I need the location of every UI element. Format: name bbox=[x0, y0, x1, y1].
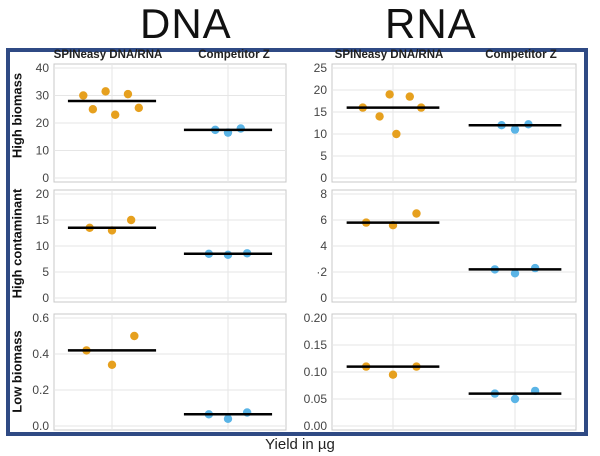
panel-1-y-tick-label: 0 bbox=[320, 171, 327, 185]
panel-3-series-1-point bbox=[510, 269, 520, 278]
panel-5-y-tick-label: 0.20 bbox=[304, 311, 328, 325]
panel-4-y-tick-label: 0.4 bbox=[32, 347, 49, 361]
panel-1-series-0-point bbox=[385, 90, 394, 99]
panel-3-y-tick-label: ·2 bbox=[316, 265, 327, 279]
panel-1-series-0-point bbox=[392, 129, 401, 139]
panel-0-series-0-point bbox=[123, 89, 133, 99]
panel-4-y-tick-label: 0.2 bbox=[32, 383, 49, 397]
panel-5-series-1-point bbox=[510, 394, 520, 404]
panel-5-y-tick-label: 0.00 bbox=[304, 419, 328, 433]
panel-1-y-tick-label: 25 bbox=[314, 61, 328, 75]
rna-column-title: RNA bbox=[385, 0, 477, 47]
panel-0-category-label: SPINeasy DNA/RNA bbox=[54, 49, 163, 61]
panel-0-series-0-point bbox=[134, 103, 143, 113]
panel-1-y-tick-label: 10 bbox=[314, 127, 328, 141]
panel-0-y-tick-label: 10 bbox=[36, 144, 50, 158]
panel-2-y-tick-label: 5 bbox=[42, 265, 49, 279]
panel-2-y-tick-label: 0 bbox=[42, 291, 49, 305]
panel-2-y-tick-label: 15 bbox=[36, 213, 50, 227]
dna-column-title: DNA bbox=[140, 0, 232, 47]
panel-0-y-tick-label: 0 bbox=[42, 171, 49, 185]
panel-3-y-tick-label: 4 bbox=[320, 239, 327, 253]
panel-2-y-tick-label: 10 bbox=[36, 239, 50, 253]
panel-0-series-0-point bbox=[101, 87, 110, 96]
panel-1-y-tick-label: 15 bbox=[314, 105, 328, 119]
panel-3-series-0-point bbox=[412, 209, 421, 218]
panel-5-series-0-point bbox=[388, 370, 398, 379]
panel-4-y-tick-label: 0.6 bbox=[32, 311, 49, 325]
panel-0-y-tick-label: 30 bbox=[36, 89, 50, 103]
panel-1-plot-area bbox=[331, 63, 577, 183]
panel-3-y-tick-label: 6 bbox=[320, 213, 327, 227]
panel-3-series-1-point bbox=[530, 263, 540, 273]
panel-2-series-0-point bbox=[126, 215, 136, 225]
panel-0-category-label: Competitor Z bbox=[198, 49, 270, 61]
panel-5-y-tick-label: 0.15 bbox=[304, 338, 328, 352]
panel-0-series-1-point bbox=[236, 124, 245, 133]
panel-4-y-tick-label: 0.0 bbox=[32, 419, 49, 433]
panel-1-series-0-point bbox=[405, 92, 414, 101]
panel-4-series-0-point bbox=[107, 360, 117, 369]
panel-1-series-0-point bbox=[375, 112, 384, 121]
panel-0-y-tick-label: 40 bbox=[36, 61, 50, 75]
panel-0-series-0-point bbox=[110, 110, 120, 119]
panel-1-series-1-point bbox=[510, 125, 520, 134]
panel-4-series-0-point bbox=[130, 331, 139, 341]
panel-3-y-tick-label: 0 bbox=[320, 291, 327, 305]
panel-5-y-tick-label: 0.10 bbox=[304, 365, 328, 379]
panel-0-y-tick-label: 20 bbox=[36, 116, 50, 130]
panel-1-y-tick-label: 5 bbox=[320, 149, 327, 163]
panel-4-series-1-point bbox=[223, 414, 233, 423]
panel-0-series-0-point bbox=[79, 91, 88, 100]
panel-1-category-label: Competitor Z bbox=[485, 49, 557, 61]
panel-1-category-label: SPINeasy DNA/RNA bbox=[335, 49, 444, 61]
panel-0-series-0-point bbox=[88, 105, 98, 114]
panel-2-y-tick-label: 20 bbox=[36, 187, 50, 201]
x-axis-label: Yield in µg bbox=[265, 436, 335, 453]
panel-3-y-tick-label: 8 bbox=[320, 187, 327, 201]
chart-frame bbox=[6, 48, 588, 436]
panel-5-y-tick-label: 0.05 bbox=[304, 392, 328, 406]
panel-1-y-tick-label: 20 bbox=[314, 83, 328, 97]
